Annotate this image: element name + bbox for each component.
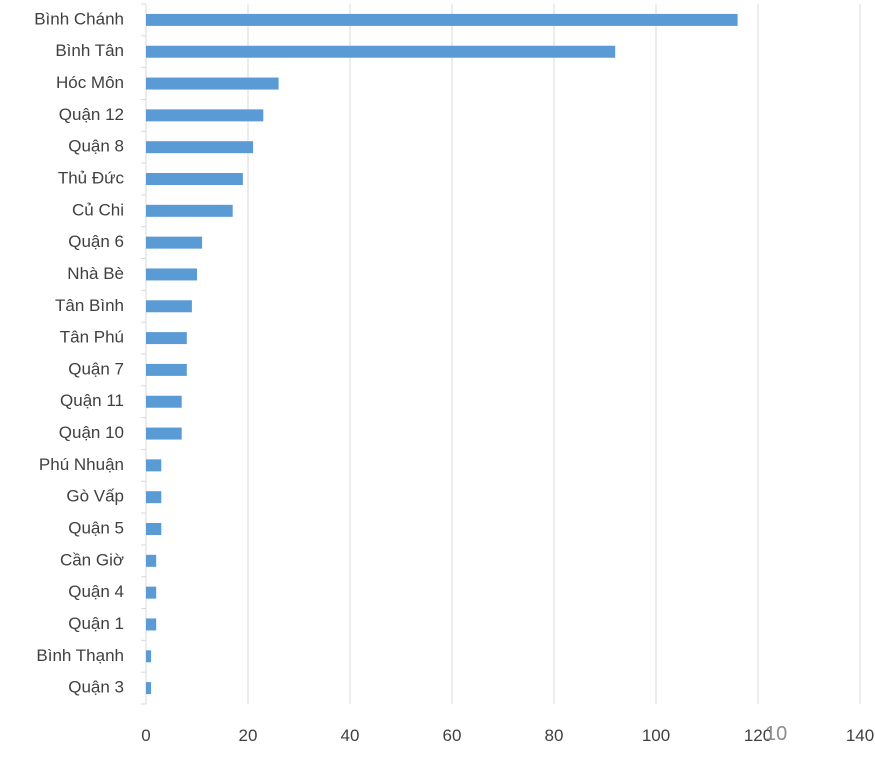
- x-tick-label: 100: [642, 726, 670, 745]
- bar: [146, 427, 182, 440]
- bar: [146, 491, 162, 504]
- bar: [146, 523, 162, 535]
- category-label: Nhà Bè: [67, 264, 124, 283]
- bar: [146, 300, 192, 313]
- bar: [146, 459, 162, 472]
- bar: [146, 204, 233, 217]
- category-label: Quận 10: [59, 423, 124, 442]
- x-tick-label: 0: [141, 726, 150, 745]
- bar: [146, 77, 279, 90]
- category-label: Gò Vấp: [66, 487, 124, 506]
- category-label: Bình Thạnh: [36, 646, 124, 665]
- category-label: Quận 5: [68, 518, 124, 537]
- bar: [146, 332, 187, 345]
- bar: [146, 141, 254, 154]
- bar: [146, 13, 738, 26]
- category-label: Quận 8: [68, 137, 124, 156]
- category-label: Quận 1: [68, 614, 124, 633]
- bar: [146, 682, 152, 695]
- x-tick-label: 80: [545, 726, 564, 745]
- bar: [146, 236, 203, 249]
- x-tick-label: 140: [846, 726, 874, 745]
- bar: [146, 268, 197, 281]
- category-label: Củ Chi: [72, 200, 124, 219]
- x-tick-label: 20: [239, 726, 258, 745]
- category-label: Quận 4: [68, 582, 124, 601]
- category-label: Hóc Môn: [56, 73, 124, 92]
- category-label: Bình Tân: [55, 41, 124, 60]
- x-tick-label: 120: [744, 726, 772, 745]
- x-tick-label: 60: [443, 726, 462, 745]
- category-label: Thủ Đức: [58, 168, 125, 187]
- category-label: Quận 6: [68, 232, 124, 251]
- category-label: Phú Nhuận: [39, 455, 124, 474]
- bar: [146, 45, 616, 58]
- category-label: Tân Bình: [55, 296, 124, 315]
- category-label: Cần Giờ: [60, 550, 124, 569]
- category-label: Quận 7: [68, 359, 124, 378]
- category-label: Tân Phú: [60, 328, 124, 347]
- bar: [146, 395, 182, 408]
- bar: [146, 618, 157, 631]
- category-label: Quận 3: [68, 678, 124, 697]
- category-label: Quận 11: [60, 391, 124, 410]
- category-label: Quận 12: [59, 105, 124, 124]
- bar: [146, 586, 157, 599]
- bar: [146, 650, 152, 663]
- bar: [146, 363, 187, 376]
- bar: [146, 173, 243, 185]
- page-number: 10: [765, 723, 788, 745]
- category-label: Bình Chánh: [34, 9, 124, 28]
- x-tick-label: 40: [341, 726, 360, 745]
- bar: [146, 554, 157, 567]
- bar: [146, 109, 264, 122]
